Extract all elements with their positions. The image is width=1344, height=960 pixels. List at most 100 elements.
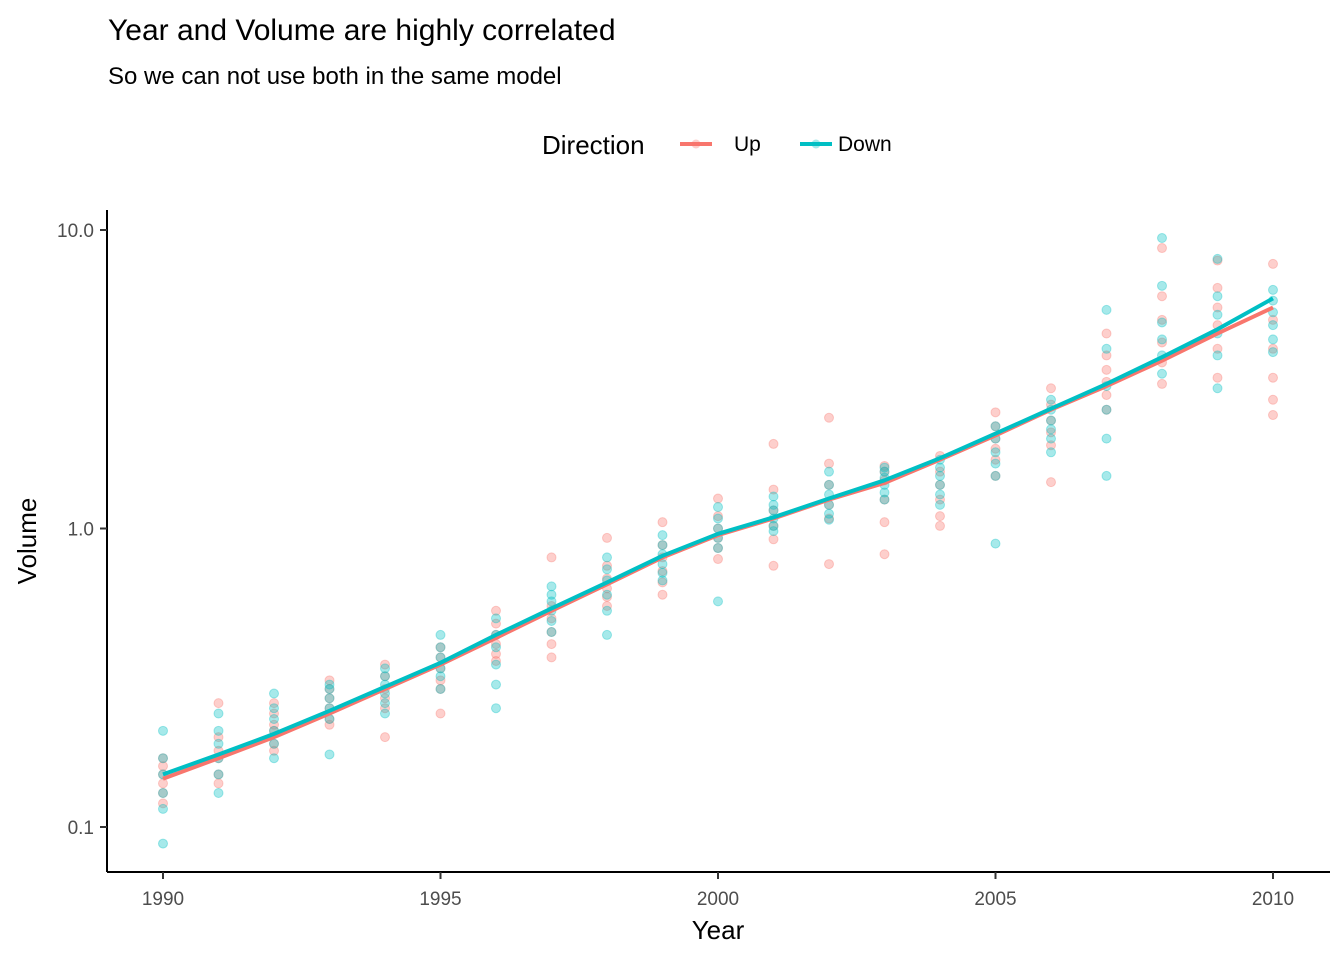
scatter-point-down (713, 502, 723, 513)
scatter-point-down (768, 526, 779, 537)
chart-subtitle: So we can not use both in the same model (108, 63, 562, 90)
scatter-point-down (990, 447, 1001, 458)
points-layer (158, 233, 1278, 849)
scatter-point-down (768, 499, 779, 510)
scatter-point-down (1101, 433, 1112, 444)
scatter-point-down (1212, 309, 1223, 320)
scatter-point-up (990, 443, 1001, 454)
scatter-point-up (1157, 378, 1167, 389)
scatter-point-down (1101, 343, 1112, 354)
scatter-point-down (324, 683, 335, 694)
scatter-point-down (435, 671, 446, 682)
scatter-point-up (1212, 343, 1223, 354)
scatter-point-down (1046, 394, 1056, 405)
scatter-point-down (990, 458, 1001, 469)
scatter-point-down (158, 753, 168, 764)
scatter-point-up (324, 719, 335, 730)
scatter-point-down (1157, 368, 1167, 379)
y-tick-label: 0.1 (68, 818, 94, 839)
scatter-point-up (657, 589, 668, 600)
scatter-point-down (1268, 284, 1278, 295)
scatter-point-down (1101, 404, 1112, 415)
scatter-point-up (879, 460, 890, 471)
scatter-point-down (990, 538, 1001, 549)
scatter-point-down (380, 708, 390, 719)
scatter-point-down (213, 725, 224, 736)
scatter-point-down (269, 688, 279, 699)
scatter-point-up (158, 761, 168, 772)
scatter-point-down (879, 494, 890, 505)
scatter-point-up (435, 683, 446, 694)
scatter-point-up (824, 412, 834, 423)
scatter-point-up (546, 613, 557, 624)
scatter-point-up (491, 618, 501, 629)
x-tick-label: 1995 (419, 889, 461, 910)
scatter-point-up (269, 745, 279, 756)
scatter-point-up (990, 470, 1001, 481)
scatter-point-down (546, 627, 557, 638)
scatter-point-down (1101, 470, 1112, 481)
scatter-point-down (1212, 253, 1223, 264)
scatter-point-up (1046, 477, 1056, 488)
scatter-point-down (158, 838, 168, 849)
scatter-point-up (768, 534, 779, 545)
scatter-point-up (879, 466, 890, 477)
scatter-point-down (435, 642, 446, 653)
scatter-point-up (324, 693, 335, 704)
scatter-point-down (935, 462, 945, 473)
scatter-point-down (213, 787, 224, 798)
scatter-point-up (824, 559, 834, 570)
scatter-point-up (824, 458, 834, 469)
scatter-point-up (824, 513, 834, 524)
scatter-point-up (324, 683, 335, 694)
scatter-point-up (491, 605, 501, 616)
scatter-point-up (213, 732, 224, 743)
scatter-point-down (657, 540, 668, 551)
scatter-point-up (657, 517, 668, 528)
scatter-point-down (158, 803, 168, 814)
scatter-point-up (380, 693, 390, 704)
scatter-point-up (1101, 364, 1112, 375)
scatter-point-up (1268, 343, 1278, 354)
chart-title: Year and Volume are highly correlated (108, 14, 616, 47)
scatter-point-down (491, 659, 501, 670)
scatter-point-up (1268, 410, 1278, 421)
scatter-point-up (380, 671, 390, 682)
scatter-point-down (491, 679, 501, 690)
y-tick-label: 10.0 (57, 221, 94, 242)
scatter-point-down (158, 787, 168, 798)
x-tick-label: 2010 (1252, 889, 1294, 910)
scatter-point-up (269, 719, 279, 730)
scatter-point-up (1046, 427, 1056, 438)
scatter-point-down (435, 629, 446, 640)
scatter-point-down (380, 698, 390, 709)
scatter-point-up (1046, 415, 1056, 426)
scatter-point-up (879, 494, 890, 505)
scatter-point-down (879, 462, 890, 473)
scatter-point-up (935, 520, 945, 531)
scatter-point-up (1101, 404, 1112, 415)
scatter-point-down (768, 505, 779, 516)
scatter-point-up (1157, 291, 1167, 302)
scatter-point-up (213, 769, 224, 780)
scatter-point-up (269, 698, 279, 709)
scatter-point-up (1212, 255, 1223, 266)
scatter-point-down (935, 470, 945, 481)
scatter-point-down (491, 642, 501, 653)
scatter-point-down (824, 514, 834, 525)
scatter-point-up (657, 566, 668, 577)
scatter-point-up (1157, 243, 1167, 254)
scatter-point-down (990, 421, 1001, 432)
legend-key-point-up (691, 139, 701, 149)
scatter-point-down (879, 487, 890, 498)
scatter-point-down (824, 479, 834, 490)
scatter-point-up (935, 479, 945, 490)
scatter-point-down (602, 589, 612, 600)
scatter-point-up (824, 479, 834, 490)
scatter-point-down (269, 703, 279, 714)
scatter-point-up (435, 642, 446, 653)
scatter-point-down (1046, 433, 1056, 444)
scatter-point-up (1268, 314, 1278, 325)
scatter-point-up (546, 552, 557, 563)
